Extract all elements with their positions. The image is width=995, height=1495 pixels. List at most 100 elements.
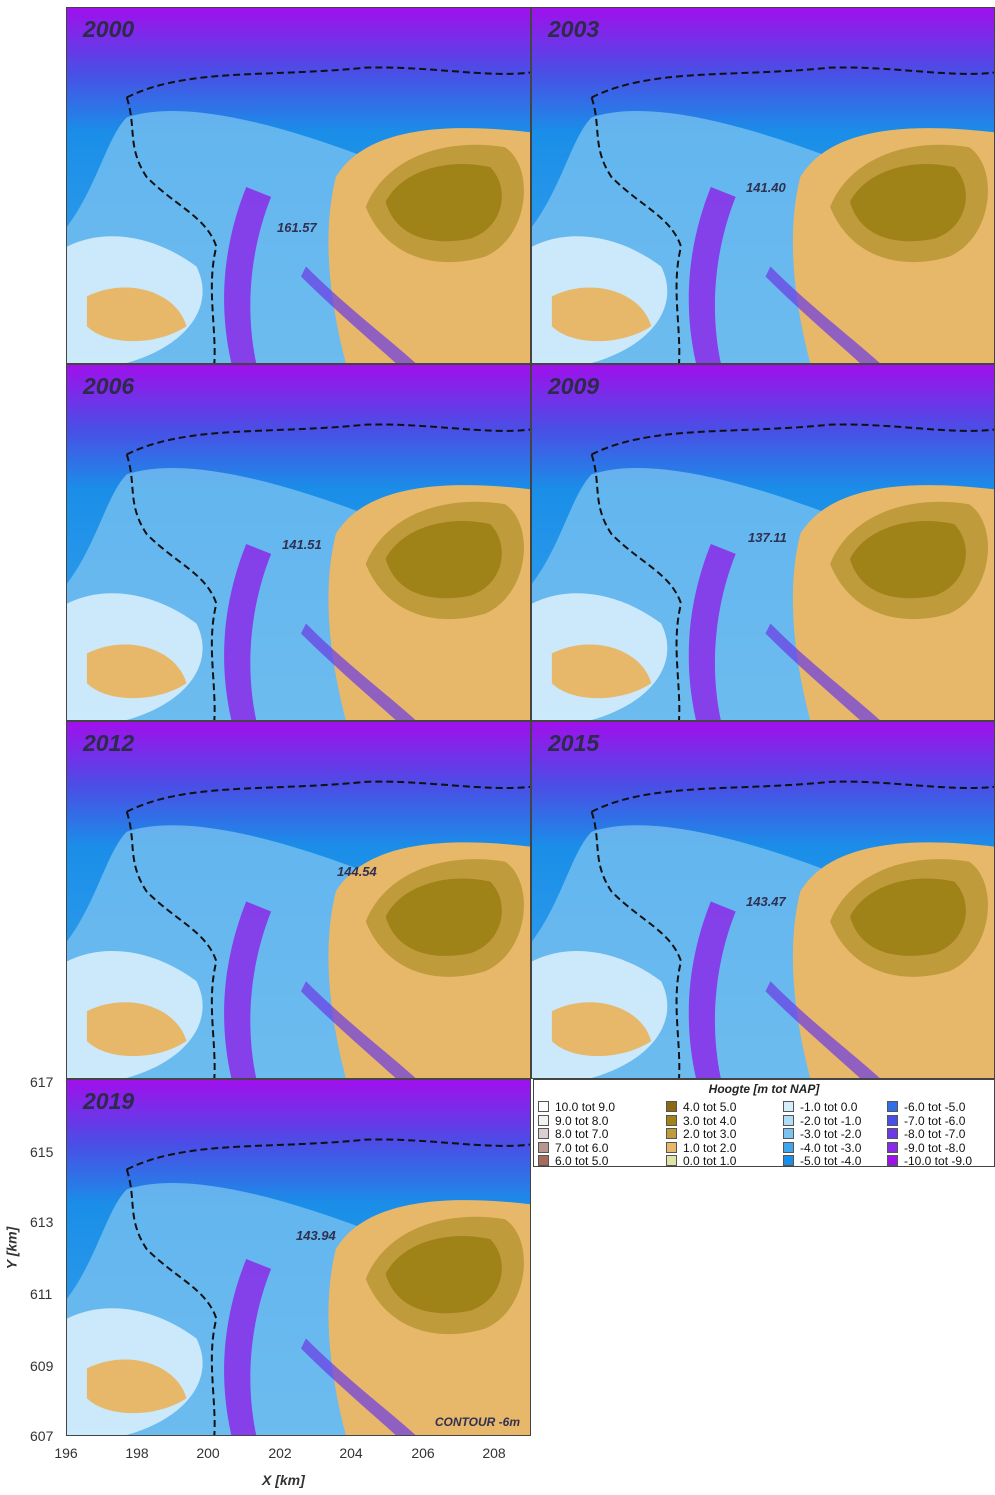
tidal-channel: [300, 266, 416, 363]
legend-swatch: [538, 1114, 549, 1126]
legend-item: -6.0 tot -5.0: [887, 1099, 965, 1114]
y-tick: 611: [30, 1286, 53, 1302]
map-panel-2003: 2003 141.40: [531, 7, 995, 364]
sand-area: [551, 287, 652, 342]
contour-line: [590, 66, 994, 363]
panel-year: 2000: [83, 16, 135, 42]
tidal-channel: [300, 623, 416, 720]
legend-swatch: [783, 1101, 794, 1113]
island-core: [849, 521, 966, 599]
panel-value: 143.47: [746, 894, 786, 909]
y-tick: 607: [30, 1428, 54, 1444]
legend-label: 4.0 tot 5.0: [683, 1099, 737, 1114]
legend-swatch: [783, 1155, 794, 1167]
x-tick: 196: [54, 1445, 78, 1461]
legend-label: -8.0 tot -7.0: [904, 1126, 966, 1141]
legend-item: 4.0 tot 5.0: [666, 1099, 736, 1114]
sand-area: [86, 287, 187, 342]
legend-swatch: [666, 1155, 677, 1167]
legend-label: -1.0 tot 0.0: [800, 1099, 858, 1114]
legend-swatch: [887, 1155, 898, 1167]
legend-label: 8.0 tot 7.0: [555, 1126, 609, 1141]
legend-item: 2.0 tot 3.0: [666, 1126, 736, 1141]
legend-swatch: [887, 1114, 898, 1126]
legend-swatch: [783, 1128, 794, 1140]
panel-value: 137.11: [748, 530, 787, 545]
panel-year: 2009: [548, 373, 600, 399]
panel-value: 143.94: [296, 1228, 336, 1243]
y-tick: 609: [30, 1358, 54, 1374]
panel-value: 161.57: [277, 220, 317, 235]
map-panel-2019: 2019 143.94 CONTOUR -6m: [66, 1079, 531, 1436]
island-core: [849, 878, 966, 956]
bathymetry-map: [67, 722, 530, 1078]
contour-line: [125, 66, 530, 363]
legend: Hoogte [m tot NAP] 10.0 tot 9.0 9.0 tot 8…: [533, 1079, 995, 1168]
sand-area: [86, 1002, 187, 1057]
panel-value: 141.51: [282, 537, 322, 552]
bathymetry-map: [67, 365, 530, 720]
legend-label: -3.0 tot -2.0: [800, 1126, 862, 1141]
contour-line: [590, 423, 994, 720]
panel-year: 2015: [548, 730, 600, 756]
tidal-channel: [224, 543, 272, 720]
map-panel-2000: 2000 161.57: [66, 7, 531, 364]
bathymetry-map: [532, 722, 994, 1078]
legend-item: 9.0 tot 8.0: [538, 1113, 608, 1128]
x-tick: 198: [125, 1445, 149, 1461]
panel-value: 144.54: [337, 864, 377, 879]
map-panel-2006: 2006 141.51: [66, 364, 531, 721]
island-core: [385, 878, 502, 956]
tidal-channel: [765, 623, 880, 720]
map-panel-2009: 2009 137.11: [531, 364, 995, 721]
legend-item: 3.0 tot 4.0: [666, 1113, 736, 1128]
legend-label: 1.0 tot 2.0: [683, 1140, 737, 1155]
legend-swatch: [666, 1141, 677, 1153]
legend-item: -2.0 tot -1.0: [783, 1113, 861, 1128]
legend-item: -10.0 tot -9.0: [887, 1153, 972, 1168]
island-core: [849, 164, 966, 242]
legend-label: 6.0 tot 5.0: [555, 1153, 609, 1168]
legend-item: 10.0 tot 9.0: [538, 1099, 615, 1114]
bathymetry-map: [532, 365, 994, 720]
legend-item: -8.0 tot -7.0: [887, 1126, 965, 1141]
legend-item: 6.0 tot 5.0: [538, 1153, 608, 1168]
contour-line: [125, 423, 530, 720]
x-tick: 208: [482, 1445, 506, 1461]
legend-item: -7.0 tot -6.0: [887, 1113, 965, 1128]
bathymetry-map: [532, 8, 994, 363]
legend-label: 3.0 tot 4.0: [683, 1113, 737, 1128]
map-panel-2012: 2012 144.54: [66, 721, 531, 1079]
legend-swatch: [887, 1101, 898, 1113]
contour-line: [125, 1138, 530, 1435]
panel-year: 2019: [83, 1088, 135, 1114]
legend-label: -5.0 tot -4.0: [800, 1153, 862, 1168]
legend-label: -10.0 tot -9.0: [904, 1153, 973, 1168]
bathymetry-map: [67, 1080, 530, 1435]
legend-item: 8.0 tot 7.0: [538, 1126, 608, 1141]
legend-item: 0.0 tot 1.0: [666, 1153, 736, 1168]
y-tick: 615: [30, 1144, 54, 1160]
panel-year: 2003: [548, 16, 600, 42]
legend-label: 9.0 tot 8.0: [555, 1113, 609, 1128]
legend-label: 7.0 tot 6.0: [555, 1140, 609, 1155]
legend-swatch: [783, 1114, 794, 1126]
tidal-channel: [688, 901, 736, 1078]
legend-swatch: [538, 1101, 549, 1113]
map-panel-2015: 2015 143.47: [531, 721, 995, 1079]
panel-year: 2006: [83, 373, 135, 399]
y-tick: 613: [30, 1214, 54, 1230]
legend-swatch: [887, 1128, 898, 1140]
legend-label: 10.0 tot 9.0: [555, 1099, 616, 1114]
sand-area: [551, 644, 652, 699]
tidal-channel: [300, 981, 416, 1078]
legend-label: 2.0 tot 3.0: [683, 1126, 737, 1141]
sand-area: [86, 1359, 187, 1414]
bathymetry-map: [67, 8, 530, 363]
contour-note: CONTOUR -6m: [434, 1415, 520, 1429]
tidal-channel: [224, 186, 272, 363]
legend-label: -6.0 tot -5.0: [904, 1099, 966, 1114]
legend-item: -1.0 tot 0.0: [783, 1099, 857, 1114]
legend-swatch: [538, 1128, 549, 1140]
tidal-channel: [300, 1338, 416, 1435]
